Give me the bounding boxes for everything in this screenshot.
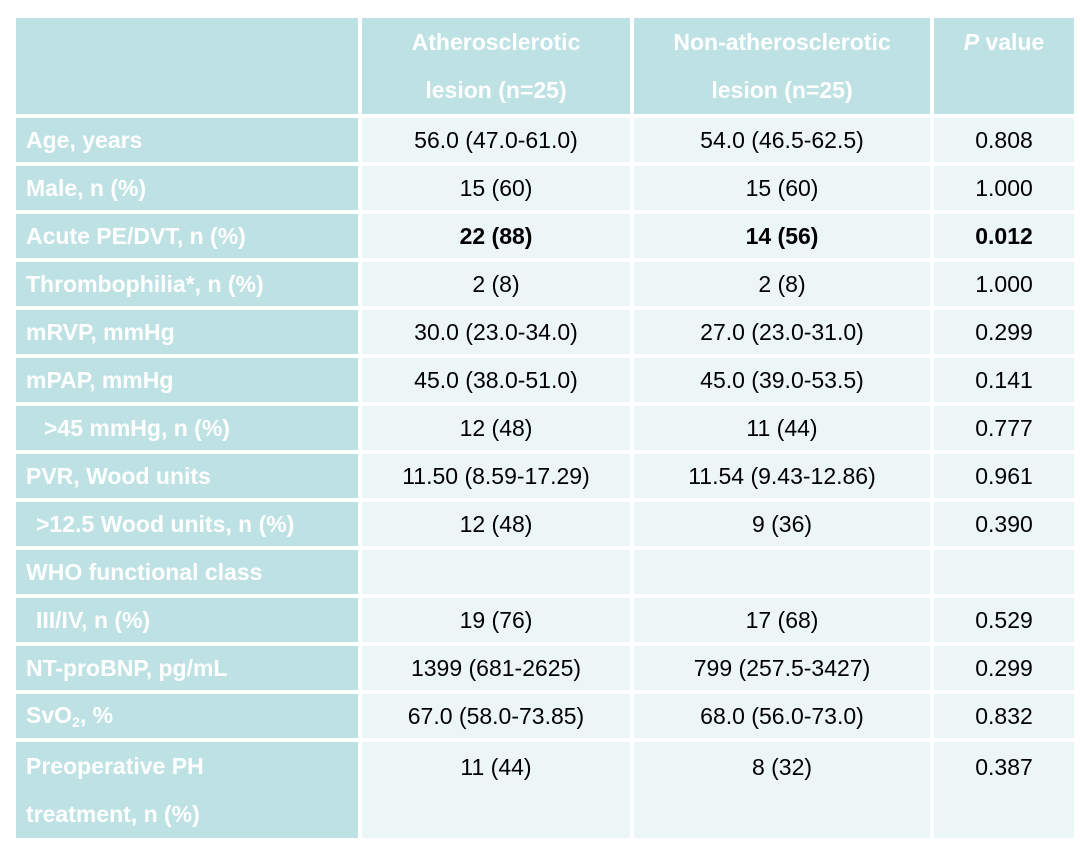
row-label: PVR, Wood units [16, 454, 358, 498]
cell-p-value: 0.299 [934, 310, 1074, 354]
cell-non-atherosclerotic: 27.0 (23.0-31.0) [634, 310, 930, 354]
cell-non-atherosclerotic: 8 (32) [634, 742, 930, 838]
header-atherosclerotic: Atherosclerotic lesion (n=25) [362, 18, 630, 114]
table-row: Age, years 56.0 (47.0-61.0) 54.0 (46.5-6… [16, 118, 1074, 162]
cell-atherosclerotic: 12 (48) [362, 406, 630, 450]
cell-p-value: 0.012 [934, 214, 1074, 258]
row-label: mPAP, mmHg [16, 358, 358, 402]
table-row: >12.5 Wood units, n (%) 12 (48) 9 (36) 0… [16, 502, 1074, 546]
table-row: >45 mmHg, n (%) 12 (48) 11 (44) 0.777 [16, 406, 1074, 450]
data-table-container: Atherosclerotic lesion (n=25) Non-athero… [12, 14, 1074, 838]
cell-p-value: 0.832 [934, 694, 1074, 738]
comparison-table: Atherosclerotic lesion (n=25) Non-athero… [12, 14, 1078, 842]
table-row: mRVP, mmHg 30.0 (23.0-34.0) 27.0 (23.0-3… [16, 310, 1074, 354]
row-label: WHO functional class [16, 550, 358, 594]
cell-non-atherosclerotic: 45.0 (39.0-53.5) [634, 358, 930, 402]
cell-p-value: 0.387 [934, 742, 1074, 838]
table-row: III/IV, n (%) 19 (76) 17 (68) 0.529 [16, 598, 1074, 642]
cell-p-value: 0.390 [934, 502, 1074, 546]
cell-non-atherosclerotic: 15 (60) [634, 166, 930, 210]
cell-atherosclerotic: 30.0 (23.0-34.0) [362, 310, 630, 354]
header-non-atherosclerotic-line2: lesion (n=25) [711, 77, 853, 103]
cell-non-atherosclerotic: 68.0 (56.0-73.0) [634, 694, 930, 738]
cell-p-value [934, 550, 1074, 594]
cell-non-atherosclerotic: 799 (257.5-3427) [634, 646, 930, 690]
cell-atherosclerotic: 45.0 (38.0-51.0) [362, 358, 630, 402]
table-header-row: Atherosclerotic lesion (n=25) Non-athero… [16, 18, 1074, 114]
header-non-atherosclerotic-line1: Non-atherosclerotic [673, 29, 891, 55]
cell-atherosclerotic: 22 (88) [362, 214, 630, 258]
cell-p-value: 1.000 [934, 262, 1074, 306]
header-atherosclerotic-line1: Atherosclerotic [411, 29, 581, 55]
table-row: Acute PE/DVT, n (%) 22 (88) 14 (56) 0.01… [16, 214, 1074, 258]
cell-atherosclerotic: 19 (76) [362, 598, 630, 642]
cell-non-atherosclerotic: 11 (44) [634, 406, 930, 450]
row-label: Acute PE/DVT, n (%) [16, 214, 358, 258]
cell-p-value: 0.777 [934, 406, 1074, 450]
cell-non-atherosclerotic: 17 (68) [634, 598, 930, 642]
header-p-letter: P [963, 29, 980, 55]
row-label: SvO2, % [16, 694, 358, 738]
cell-non-atherosclerotic: 9 (36) [634, 502, 930, 546]
cell-atherosclerotic: 2 (8) [362, 262, 630, 306]
cell-p-value: 0.529 [934, 598, 1074, 642]
table-row: NT-proBNP, pg/mL 1399 (681-2625) 799 (25… [16, 646, 1074, 690]
cell-p-value: 1.000 [934, 166, 1074, 210]
row-label-line2: treatment, n (%) [26, 801, 200, 827]
table-row: Preoperative PH treatment, n (%) 11 (44)… [16, 742, 1074, 838]
row-label: Preoperative PH treatment, n (%) [16, 742, 358, 838]
cell-atherosclerotic: 56.0 (47.0-61.0) [362, 118, 630, 162]
row-label-main: SvO [26, 702, 73, 728]
row-label: III/IV, n (%) [16, 598, 358, 642]
cell-atherosclerotic: 12 (48) [362, 502, 630, 546]
row-label: Male, n (%) [16, 166, 358, 210]
table-row: mPAP, mmHg 45.0 (38.0-51.0) 45.0 (39.0-5… [16, 358, 1074, 402]
row-label-subscript: 2 [72, 714, 80, 730]
row-label-line1: Preoperative PH [26, 753, 204, 779]
table-row: Male, n (%) 15 (60) 15 (60) 1.000 [16, 166, 1074, 210]
table-row: Thrombophilia*, n (%) 2 (8) 2 (8) 1.000 [16, 262, 1074, 306]
cell-non-atherosclerotic [634, 550, 930, 594]
row-label: Thrombophilia*, n (%) [16, 262, 358, 306]
cell-p-value: 0.808 [934, 118, 1074, 162]
cell-non-atherosclerotic: 2 (8) [634, 262, 930, 306]
cell-non-atherosclerotic: 54.0 (46.5-62.5) [634, 118, 930, 162]
header-atherosclerotic-line2: lesion (n=25) [425, 77, 567, 103]
cell-p-value: 0.961 [934, 454, 1074, 498]
cell-non-atherosclerotic: 14 (56) [634, 214, 930, 258]
header-p-rest: value [979, 29, 1045, 55]
row-label: >12.5 Wood units, n (%) [16, 502, 358, 546]
cell-atherosclerotic: 67.0 (58.0-73.85) [362, 694, 630, 738]
cell-atherosclerotic [362, 550, 630, 594]
row-label: mRVP, mmHg [16, 310, 358, 354]
row-label: Age, years [16, 118, 358, 162]
header-p-value: P value [934, 18, 1074, 114]
cell-p-value: 0.299 [934, 646, 1074, 690]
header-corner-cell [16, 18, 358, 114]
row-label: NT-proBNP, pg/mL [16, 646, 358, 690]
cell-atherosclerotic: 11 (44) [362, 742, 630, 838]
table-row: PVR, Wood units 11.50 (8.59-17.29) 11.54… [16, 454, 1074, 498]
table-row: SvO2, % 67.0 (58.0-73.85) 68.0 (56.0-73.… [16, 694, 1074, 738]
header-non-atherosclerotic: Non-atherosclerotic lesion (n=25) [634, 18, 930, 114]
table-row: WHO functional class [16, 550, 1074, 594]
cell-atherosclerotic: 15 (60) [362, 166, 630, 210]
cell-non-atherosclerotic: 11.54 (9.43-12.86) [634, 454, 930, 498]
row-label-tail: , % [79, 702, 114, 728]
cell-atherosclerotic: 1399 (681-2625) [362, 646, 630, 690]
row-label: >45 mmHg, n (%) [16, 406, 358, 450]
cell-atherosclerotic: 11.50 (8.59-17.29) [362, 454, 630, 498]
cell-p-value: 0.141 [934, 358, 1074, 402]
